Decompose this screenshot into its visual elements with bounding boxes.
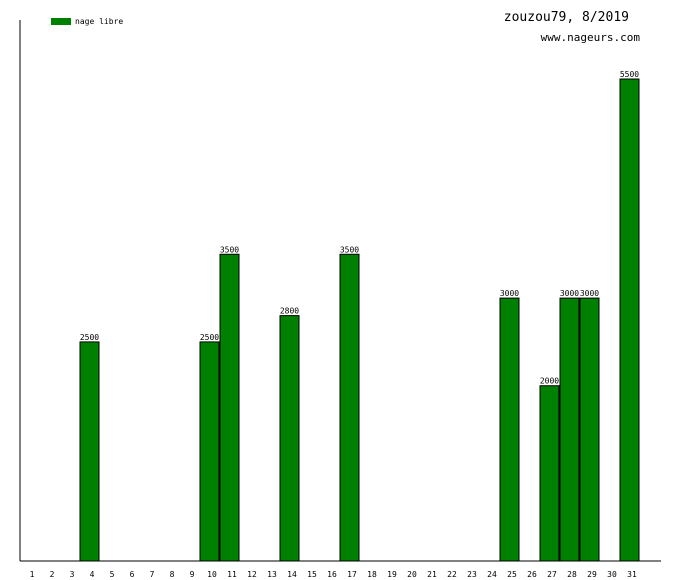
x-tick-label: 20 — [407, 570, 417, 579]
x-tick-label: 4 — [90, 570, 95, 579]
x-tick-label: 5 — [110, 570, 115, 579]
bar — [539, 385, 560, 562]
x-tick-label: 14 — [287, 570, 297, 579]
bar-value-label: 3000 — [500, 289, 519, 298]
bar-value-label: 2800 — [280, 307, 299, 316]
x-tick-label: 31 — [627, 570, 637, 579]
x-tick-label: 12 — [247, 570, 257, 579]
x-tick-label: 21 — [427, 570, 437, 579]
bar-value-label: 3000 — [580, 289, 599, 298]
x-tick-label: 7 — [150, 570, 155, 579]
x-tick-label: 3 — [70, 570, 75, 579]
bar — [579, 297, 600, 562]
x-tick-label: 2 — [50, 570, 55, 579]
x-tick-label: 25 — [507, 570, 517, 579]
bar — [339, 253, 360, 562]
bars-group — [79, 78, 640, 562]
x-tick-label: 27 — [547, 570, 557, 579]
x-tick-label: 8 — [170, 570, 175, 579]
bar-value-label: 3500 — [340, 245, 359, 254]
bar-value-label: 2500 — [80, 333, 99, 342]
bar-value-label: 2000 — [540, 377, 559, 386]
bar — [619, 78, 640, 562]
x-tick-label: 1 — [30, 570, 35, 579]
bar — [219, 253, 240, 562]
x-tick-label: 10 — [207, 570, 217, 579]
x-tick-label: 23 — [467, 570, 477, 579]
x-tick-label: 30 — [607, 570, 617, 579]
x-tick-label: 19 — [387, 570, 397, 579]
bar-value-label: 2500 — [200, 333, 219, 342]
x-tick-label: 28 — [567, 570, 577, 579]
x-tick-label: 11 — [227, 570, 237, 579]
chart-title: zouzou79, 8/2019 — [503, 10, 629, 25]
bar — [559, 297, 580, 562]
x-tick-label: 6 — [130, 570, 135, 579]
x-tick-label: 9 — [190, 570, 195, 579]
bar-value-label: 5500 — [620, 70, 639, 79]
bar — [279, 315, 300, 562]
site-url: www.nageurs.com — [540, 31, 640, 44]
x-tick-label: 17 — [347, 570, 357, 579]
legend-swatch — [51, 18, 71, 25]
x-tick-labels-group: 1 2 3 4 5 6 7 8 9 10 11 12 13 14 15 16 17 18 19 20 21 22 23 24 2… — [30, 570, 637, 579]
bar-value-label: 3000 — [560, 289, 579, 298]
bar — [199, 341, 220, 562]
x-tick-label: 29 — [587, 570, 597, 579]
legend: nage libre — [51, 17, 123, 26]
x-tick-label: 22 — [447, 570, 457, 579]
x-tick-label: 18 — [367, 570, 377, 579]
legend-label: nage libre — [75, 17, 124, 26]
bar — [79, 341, 100, 562]
bar-value-label: 3500 — [220, 245, 239, 254]
bar — [499, 297, 520, 562]
x-tick-label: 26 — [527, 570, 537, 579]
x-tick-label: 24 — [487, 570, 497, 579]
x-tick-label: 13 — [267, 570, 277, 579]
x-tick-label: 16 — [327, 570, 337, 579]
x-tick-label: 15 — [307, 570, 317, 579]
